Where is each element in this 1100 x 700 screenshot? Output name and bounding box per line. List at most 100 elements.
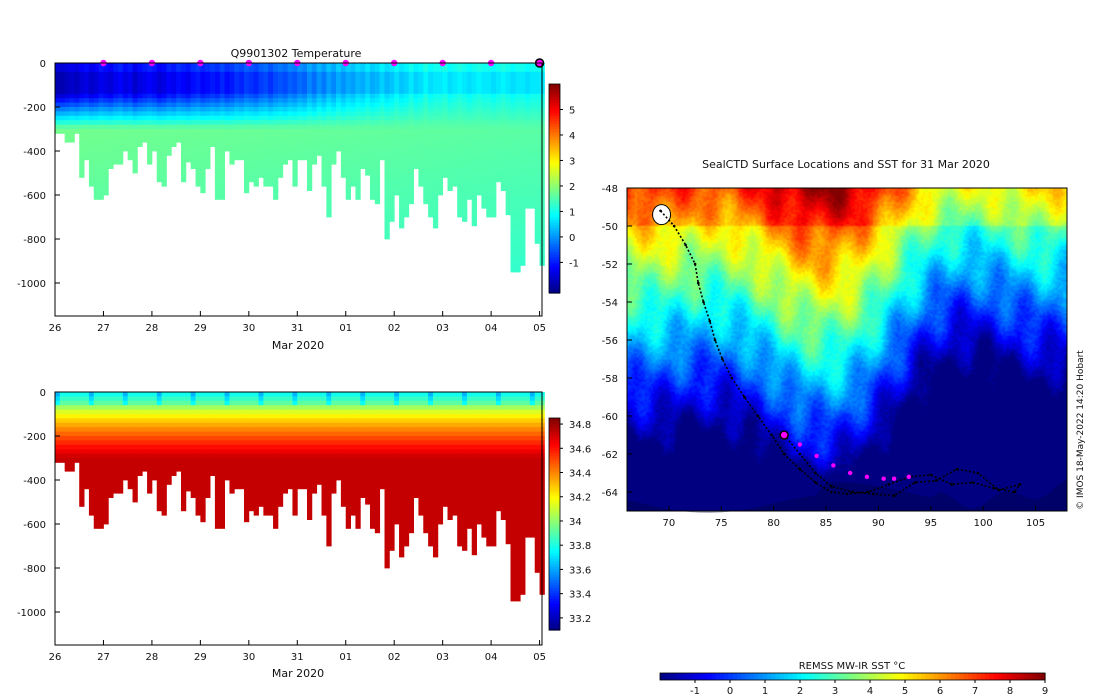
temperature-cell: [297, 63, 303, 68]
temperature-cell: [219, 63, 226, 68]
temperature-cell: [282, 146, 288, 152]
temperature-cell: [399, 181, 405, 187]
temperature-cell: [466, 93, 473, 99]
temperature-cell: [55, 71, 61, 77]
salinity-cell: [214, 510, 221, 516]
temperature-cell: [486, 146, 492, 152]
temperature-cell: [374, 142, 381, 147]
salinity-cell: [248, 480, 255, 485]
temperature-cell: [69, 89, 75, 95]
temperature-x-tick-label: 30: [242, 323, 255, 334]
salinity-cell: [248, 436, 255, 441]
temperature-cell: [248, 173, 255, 178]
salinity-cell: [161, 506, 167, 512]
salinity-cell: [345, 458, 351, 463]
salinity-cell: [151, 422, 158, 428]
temperature-cell: [93, 67, 100, 73]
salinity-cell: [137, 471, 143, 476]
temperature-cell: [495, 67, 502, 73]
salinity-cell: [69, 458, 75, 463]
salinity-cell: [59, 436, 66, 441]
temperature-cell: [384, 159, 390, 165]
temperature-cell: [210, 67, 216, 73]
salinity-cell: [345, 462, 351, 468]
salinity-cell: [200, 400, 206, 406]
temperature-cell: [161, 111, 167, 117]
temperature-cell: [515, 234, 521, 240]
salinity-cell: [268, 396, 274, 402]
temperature-cell: [190, 98, 196, 103]
salinity-cell: [147, 480, 153, 485]
salinity-cell: [151, 436, 158, 441]
temperature-cell: [389, 199, 395, 205]
salinity-cell: [156, 422, 163, 428]
temperature-cell: [510, 76, 516, 81]
temperature-cell: [462, 173, 468, 178]
temperature-cell: [306, 142, 313, 147]
temperature-cell: [268, 63, 274, 68]
temperature-cell: [365, 115, 371, 121]
temperature-x-tick-label: 27: [97, 323, 110, 334]
temperature-cell: [176, 80, 182, 86]
temperature-cell: [379, 102, 385, 108]
salinity-cell: [84, 414, 90, 419]
temperature-cell: [525, 173, 531, 178]
temperature-cell: [481, 124, 487, 130]
temperature-cell: [219, 107, 226, 112]
salinity-cell: [273, 405, 279, 410]
temperature-cell: [302, 124, 308, 130]
salinity-cell: [355, 422, 361, 428]
temperature-cell: [263, 124, 269, 130]
temperature-cell: [311, 80, 318, 86]
temperature-cell: [273, 146, 279, 152]
temperature-cell: [326, 186, 332, 191]
temperature-cell: [234, 76, 240, 81]
temperature-cell: [510, 80, 516, 86]
salinity-cell: [379, 392, 385, 397]
temperature-cell: [534, 195, 540, 200]
temperature-cell: [316, 63, 322, 68]
temperature-cell: [253, 164, 259, 169]
salinity-cell: [103, 475, 109, 481]
salinity-cell: [403, 524, 410, 529]
salinity-cell: [219, 488, 226, 494]
salinity-cell: [74, 392, 80, 397]
salinity-cell: [117, 444, 124, 450]
temperature-cell: [457, 80, 463, 86]
temperature-cell: [108, 85, 114, 90]
temperature-cell: [268, 177, 274, 183]
salinity-cell: [64, 422, 70, 428]
temperature-cell: [64, 63, 70, 68]
temperature-cell: [151, 63, 158, 68]
temperature-cell: [326, 89, 332, 95]
temperature-cell: [384, 115, 390, 121]
salinity-cell: [180, 444, 187, 450]
temperature-cell: [93, 168, 100, 174]
temperature-cell: [466, 111, 473, 117]
salinity-cell: [282, 449, 288, 454]
salinity-cell: [292, 471, 298, 476]
temperature-cell: [510, 230, 516, 235]
salinity-cell: [374, 524, 381, 529]
temperature-cell: [452, 67, 458, 73]
salinity-cell: [113, 449, 119, 454]
salinity-cell: [268, 405, 274, 410]
temperature-cell: [98, 115, 104, 121]
temperature-cell: [394, 111, 400, 117]
temperature-cell: [161, 85, 167, 90]
temperature-cell: [243, 98, 250, 103]
temperature-cell: [316, 129, 322, 134]
temperature-cell: [69, 124, 75, 130]
temperature-cell: [166, 115, 172, 121]
temperature-cell: [239, 80, 245, 86]
temperature-cell: [481, 98, 487, 103]
salinity-cell: [384, 400, 390, 406]
salinity-cell: [142, 427, 148, 432]
temperature-cell: [336, 115, 342, 121]
temperature-cell: [418, 129, 424, 134]
salinity-cell: [147, 400, 153, 406]
salinity-cell: [336, 431, 342, 437]
salinity-cell: [127, 400, 133, 406]
salinity-cell: [423, 484, 429, 490]
temperature-cell: [389, 155, 395, 161]
